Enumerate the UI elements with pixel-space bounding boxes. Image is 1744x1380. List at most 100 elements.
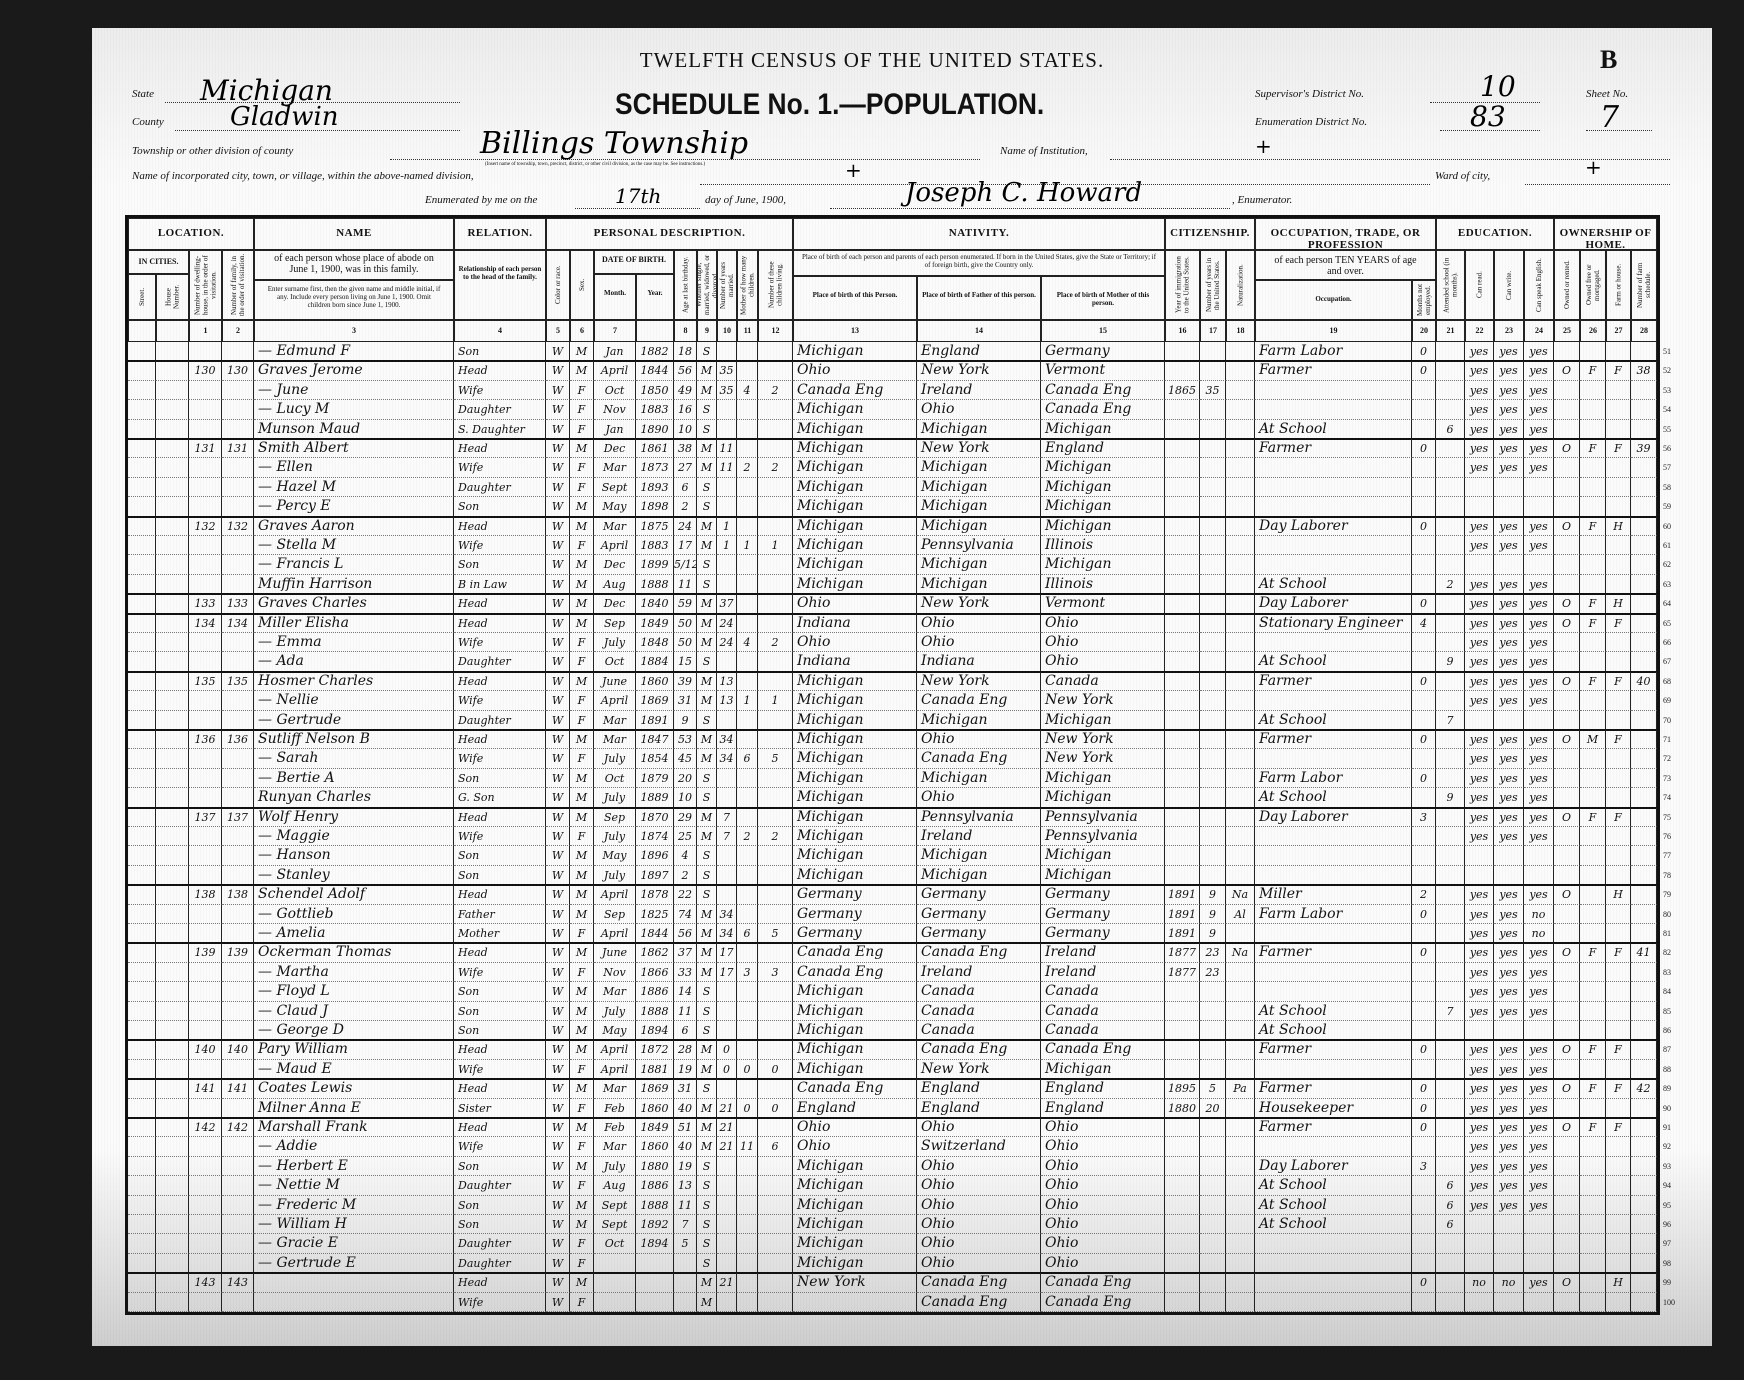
table-cell bbox=[1554, 342, 1580, 362]
table-cell bbox=[156, 400, 189, 420]
table-cell: Muffin Harrison bbox=[254, 574, 454, 595]
table-cell: F bbox=[1580, 516, 1606, 536]
table-cell bbox=[189, 536, 222, 556]
table-cell: yes bbox=[1524, 1176, 1554, 1196]
table-cell: yes bbox=[1524, 1059, 1554, 1080]
table-cell bbox=[1165, 439, 1200, 459]
table-cell: Michigan bbox=[917, 846, 1041, 866]
table-cell: Ohio bbox=[793, 361, 917, 381]
table-cell: yes bbox=[1465, 419, 1494, 439]
table-cell: S bbox=[697, 652, 717, 672]
family-divider bbox=[128, 593, 1657, 596]
table-cell bbox=[1554, 1176, 1580, 1196]
table-cell: W bbox=[546, 1040, 570, 1060]
table-cell bbox=[1412, 827, 1436, 847]
table-cell: 143 bbox=[189, 1273, 222, 1293]
table-cell: W bbox=[546, 1098, 570, 1118]
table-cell: yes bbox=[1465, 1156, 1494, 1177]
table-cell bbox=[1580, 1059, 1606, 1080]
table-cell bbox=[222, 768, 254, 789]
table-cell bbox=[1255, 865, 1412, 886]
table-cell: Michigan bbox=[917, 555, 1041, 575]
table-cell bbox=[128, 962, 156, 983]
table-cell bbox=[128, 439, 156, 459]
table-cell bbox=[1255, 691, 1412, 711]
table-cell: yes bbox=[1524, 691, 1554, 711]
table-cell bbox=[156, 1118, 189, 1138]
table-cell: 1870 bbox=[636, 807, 674, 827]
table-cell: England bbox=[1041, 1079, 1165, 1099]
table-cell: yes bbox=[1524, 982, 1554, 1002]
table-cell bbox=[737, 555, 758, 575]
table-cell bbox=[758, 613, 793, 633]
table-cell bbox=[737, 1273, 758, 1293]
table-cell bbox=[1412, 1137, 1436, 1157]
table-cell: yes bbox=[1494, 827, 1524, 847]
table-cell: yes bbox=[1465, 962, 1494, 983]
table-cell: F bbox=[570, 380, 594, 401]
table-cell bbox=[1226, 1292, 1255, 1312]
table-cell: Ohio bbox=[1041, 652, 1165, 672]
table-cell: 4 bbox=[737, 380, 758, 401]
table-cell bbox=[1631, 710, 1657, 730]
table-cell bbox=[717, 1292, 737, 1312]
table-cell: W bbox=[546, 1059, 570, 1080]
table-cell: Farmer bbox=[1255, 730, 1412, 750]
table-cell: O bbox=[1554, 439, 1580, 459]
table-cell: 1883 bbox=[636, 536, 674, 556]
table-cell bbox=[758, 1079, 793, 1099]
table-cell: Germany bbox=[917, 924, 1041, 944]
table-cell: yes bbox=[1465, 788, 1494, 808]
table-cell bbox=[1554, 477, 1580, 498]
table-cell bbox=[1524, 555, 1554, 575]
table-cell: W bbox=[546, 1001, 570, 1021]
table-cell bbox=[222, 342, 254, 362]
table-cell: 133 bbox=[222, 594, 254, 614]
table-cell: 0 bbox=[1412, 516, 1436, 536]
table-cell: W bbox=[546, 691, 570, 711]
column-number bbox=[636, 320, 674, 342]
table-cell bbox=[1580, 904, 1606, 924]
table-cell: M bbox=[697, 691, 717, 711]
table-cell: Ohio bbox=[917, 400, 1041, 420]
table-cell bbox=[189, 865, 222, 886]
table-cell bbox=[737, 1079, 758, 1099]
family-divider bbox=[128, 515, 1657, 518]
table-cell: yes bbox=[1494, 807, 1524, 827]
table-cell: Daughter bbox=[454, 1234, 546, 1254]
table-cell bbox=[758, 1234, 793, 1254]
family-divider bbox=[128, 942, 1657, 945]
table-cell: — Gertrude E bbox=[254, 1253, 454, 1274]
table-cell bbox=[1226, 982, 1255, 1002]
table-cell bbox=[1226, 1195, 1255, 1215]
table-cell: Son bbox=[454, 342, 546, 362]
table-cell: F bbox=[1580, 1079, 1606, 1099]
family-divider bbox=[128, 1117, 1657, 1119]
table-cell: yes bbox=[1494, 788, 1524, 808]
table-cell: F bbox=[570, 458, 594, 478]
table-cell bbox=[1226, 807, 1255, 827]
table-cell bbox=[1226, 1098, 1255, 1118]
column-number: 26 bbox=[1580, 320, 1606, 342]
table-cell: Canada bbox=[1041, 1001, 1165, 1021]
table-cell bbox=[1580, 827, 1606, 847]
table-cell bbox=[1494, 497, 1524, 517]
table-cell: yes bbox=[1494, 400, 1524, 420]
table-cell bbox=[1494, 1253, 1524, 1274]
group-header: RELATION. bbox=[454, 218, 546, 250]
table-cell: M bbox=[697, 807, 717, 827]
table-cell: 131 bbox=[189, 439, 222, 459]
column-header: Number of years married. bbox=[717, 250, 737, 320]
table-cell bbox=[1412, 1253, 1436, 1274]
table-cell: F bbox=[1606, 943, 1631, 963]
table-cell: 5 bbox=[758, 924, 793, 944]
table-cell: Germany bbox=[793, 885, 917, 905]
table-cell: Hosmer Charles bbox=[254, 671, 454, 692]
table-cell: 13 bbox=[717, 671, 737, 692]
table-cell bbox=[1226, 419, 1255, 439]
table-cell: yes bbox=[1524, 1156, 1554, 1177]
table-cell: Michigan bbox=[793, 1059, 917, 1080]
table-cell: July bbox=[594, 1156, 636, 1177]
table-cell: 139 bbox=[222, 943, 254, 963]
table-cell: Michigan bbox=[793, 342, 917, 362]
